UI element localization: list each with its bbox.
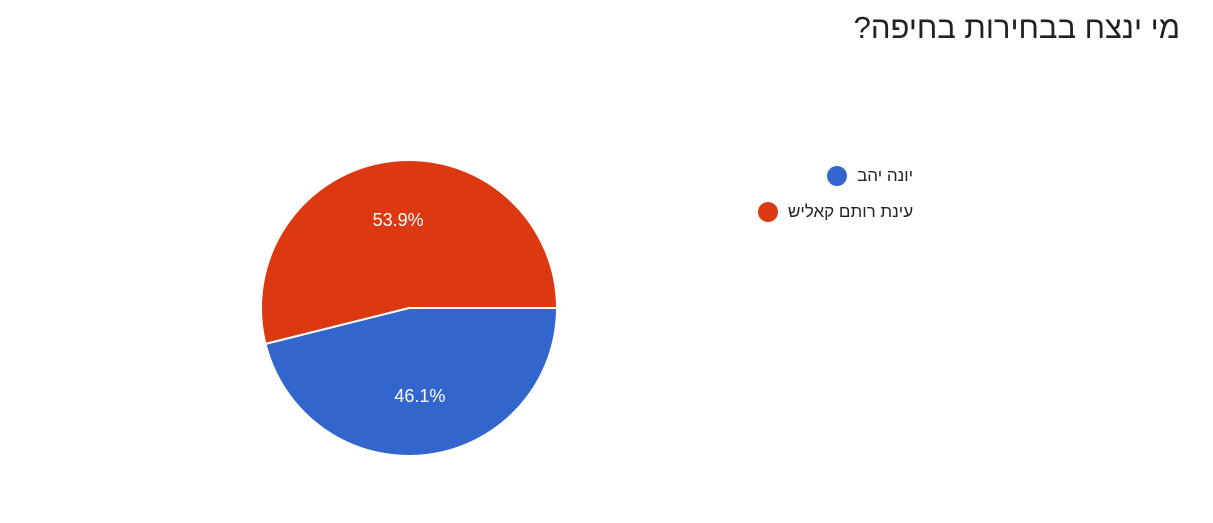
slice-percent-label: 53.9% bbox=[373, 210, 424, 230]
legend-item[interactable]: עינת רותם קאליש bbox=[758, 194, 913, 230]
slice-percent-label: 46.1% bbox=[394, 386, 445, 406]
chart-legend: יונה יהב עינת רותם קאליש bbox=[758, 158, 913, 230]
legend-color-dot bbox=[827, 166, 848, 186]
legend-color-dot bbox=[758, 202, 778, 222]
pie-slices bbox=[260, 159, 559, 457]
legend-label: יונה יהב bbox=[857, 166, 914, 185]
chart-title: מי ינצח בבחירות בחיפה? bbox=[853, 10, 1180, 45]
legend-label: עינת רותם קאליש bbox=[788, 202, 914, 221]
pie-slice[interactable] bbox=[264, 307, 559, 457]
pie-slice-labels: 46.1% 53.9% bbox=[373, 210, 446, 406]
pie-slice[interactable] bbox=[260, 159, 559, 346]
legend-item[interactable]: יונה יהב bbox=[758, 158, 913, 194]
